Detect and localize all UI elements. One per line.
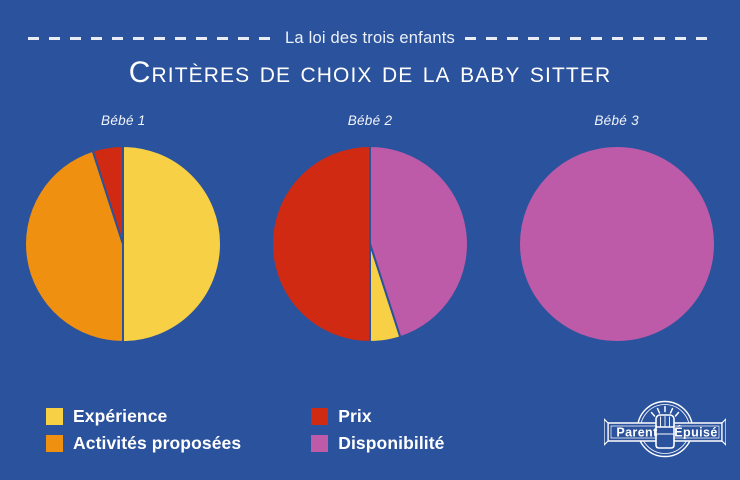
logo-word-left: Parent — [616, 426, 658, 440]
header-strip: La loi des trois enfants — [0, 26, 740, 50]
legend-swatch-availability — [311, 435, 329, 452]
pie-slice — [270, 144, 371, 344]
legend-label-activities: Activités proposées — [73, 433, 242, 453]
page-title: Critères de choix de la baby sitter — [128, 56, 612, 89]
pie-caption-baby-3: Bébé 3 — [594, 113, 639, 128]
legend: Expérience Prix Activités proposées Disp… — [46, 406, 445, 454]
legend-item-activities: Activités proposées — [46, 433, 241, 454]
pie-slices-baby-3 — [517, 145, 716, 343]
kicker-text: La loi des trois enfants — [285, 28, 455, 47]
pie-slices-baby-2 — [270, 144, 469, 344]
legend-label-availability: Disponibilité — [338, 433, 445, 453]
legend-item-price: Prix — [311, 406, 444, 427]
legend-swatch-price — [311, 408, 329, 425]
pie-slice — [91, 144, 125, 245]
pie-slices-baby-1 — [24, 144, 223, 344]
pie-chart-baby-3: Bébé 3 — [512, 113, 722, 344]
legend-swatch-activities — [46, 435, 63, 452]
logo-word-right: Épuisé — [674, 425, 717, 440]
pie-slice — [368, 144, 469, 339]
pie-slice — [24, 149, 125, 344]
pie-slice — [517, 145, 716, 343]
pie-caption-baby-2: Bébé 2 — [347, 113, 393, 128]
pie-svg-baby-1 — [24, 144, 223, 344]
pie-chart-row: Bébé 1 Bébé 2 Bébé 3 — [0, 113, 740, 344]
legend-swatch-experience — [46, 408, 63, 425]
logo-spark-lines — [650, 405, 680, 417]
legend-item-availability: Disponibilité — [311, 433, 444, 454]
legend-item-experience: Expérience — [46, 406, 241, 427]
legend-label-experience: Expérience — [73, 406, 168, 426]
legend-label-price: Prix — [338, 406, 372, 426]
pie-caption-baby-1: Bébé 1 — [101, 113, 146, 128]
brand-logo: Parent Épuisé — [604, 400, 726, 458]
raised-fist-icon — [655, 414, 675, 449]
pie-chart-baby-2: Bébé 2 — [265, 113, 475, 344]
pie-svg-baby-2 — [270, 144, 469, 344]
pie-slice — [122, 144, 223, 344]
dashed-rule-left — [28, 36, 276, 40]
pie-chart-baby-1: Bébé 1 — [18, 113, 228, 344]
pie-svg-baby-3 — [517, 145, 716, 343]
dashed-rule-right — [464, 36, 712, 40]
